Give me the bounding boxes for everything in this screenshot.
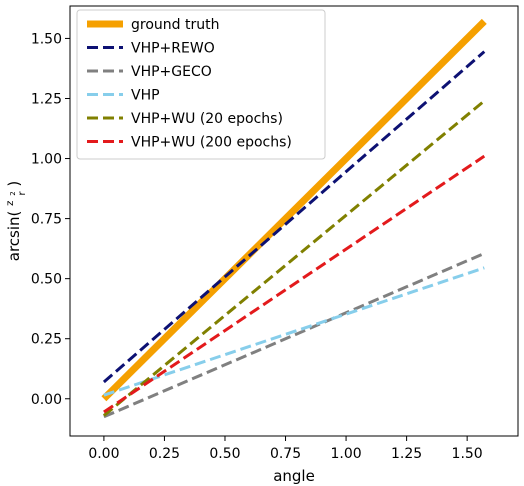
legend-label: VHP+REWO xyxy=(131,41,215,57)
plot-frame xyxy=(69,5,519,437)
x-tick-label: 1.00 xyxy=(330,446,361,462)
legend-entries: ground truth VHP+REWO VHP+GECO VHP VHP+WU (2… xyxy=(87,17,292,151)
y-tick-label: 1.50 xyxy=(31,31,62,47)
legend-entry: VHP+REWO xyxy=(87,41,215,57)
y-tick-label: 1.00 xyxy=(31,152,62,168)
series-line-4 xyxy=(103,266,485,397)
series-line-1 xyxy=(101,18,487,402)
series-layer xyxy=(101,18,487,419)
legend-label: VHP+GECO xyxy=(131,64,212,80)
x-tick-label: 1.25 xyxy=(391,446,422,462)
x-tick-label: 0.50 xyxy=(209,446,240,462)
y-axis-label-prefix: arcsin( xyxy=(5,211,23,262)
y-tick-label: 0.00 xyxy=(31,392,62,408)
x-tick-label: 0.25 xyxy=(149,446,180,462)
series-line-3 xyxy=(103,252,485,419)
legend-entry: VHP+GECO xyxy=(87,64,212,80)
legend-entry: ground truth xyxy=(87,17,219,33)
y-axis-label: arcsin( z 2 r ) xyxy=(0,181,29,261)
x-axis-label: angle xyxy=(273,467,315,485)
y-tick-label: 1.25 xyxy=(31,91,62,107)
series-line-5 xyxy=(102,99,486,417)
x-tick-label: 1.50 xyxy=(452,446,483,462)
legend-label: VHP+WU (200 epochs) xyxy=(131,135,292,151)
x-axis-ticks: 0.00 0.25 0.50 0.75 1.00 1.25 1.50 xyxy=(88,436,483,462)
y-axis-label-frac-den: r xyxy=(17,191,28,196)
y-axis-ticks: 0.00 0.25 0.50 0.75 1.00 1.25 1.50 xyxy=(31,31,70,408)
legend: ground truth VHP+REWO VHP+GECO VHP VHP+WU (2… xyxy=(76,9,326,160)
legend-entry: VHP+WU (200 epochs) xyxy=(87,135,292,151)
series-line-2 xyxy=(102,50,486,384)
legend-entry: VHP xyxy=(87,88,160,104)
y-tick-label: 0.50 xyxy=(31,272,62,288)
y-axis-label-frac-num: z xyxy=(5,201,16,206)
x-tick-label: 0.75 xyxy=(270,446,301,462)
y-axis-label-suffix: ) xyxy=(5,181,23,187)
legend-entry: VHP+WU (20 epochs) xyxy=(87,111,283,127)
legend-label: VHP xyxy=(131,88,160,104)
series-line-6 xyxy=(103,154,486,414)
legend-label: VHP+WU (20 epochs) xyxy=(131,111,283,127)
y-axis-label-text: arcsin( z 2 r ) xyxy=(0,181,29,261)
y-tick-label: 0.25 xyxy=(31,332,62,348)
legend-label: ground truth xyxy=(131,17,219,33)
y-tick-label: 0.75 xyxy=(31,212,62,228)
legend-box xyxy=(76,9,326,160)
y-axis-label-frac-num-sub: 2 xyxy=(9,191,17,195)
x-tick-label: 0.00 xyxy=(88,446,119,462)
